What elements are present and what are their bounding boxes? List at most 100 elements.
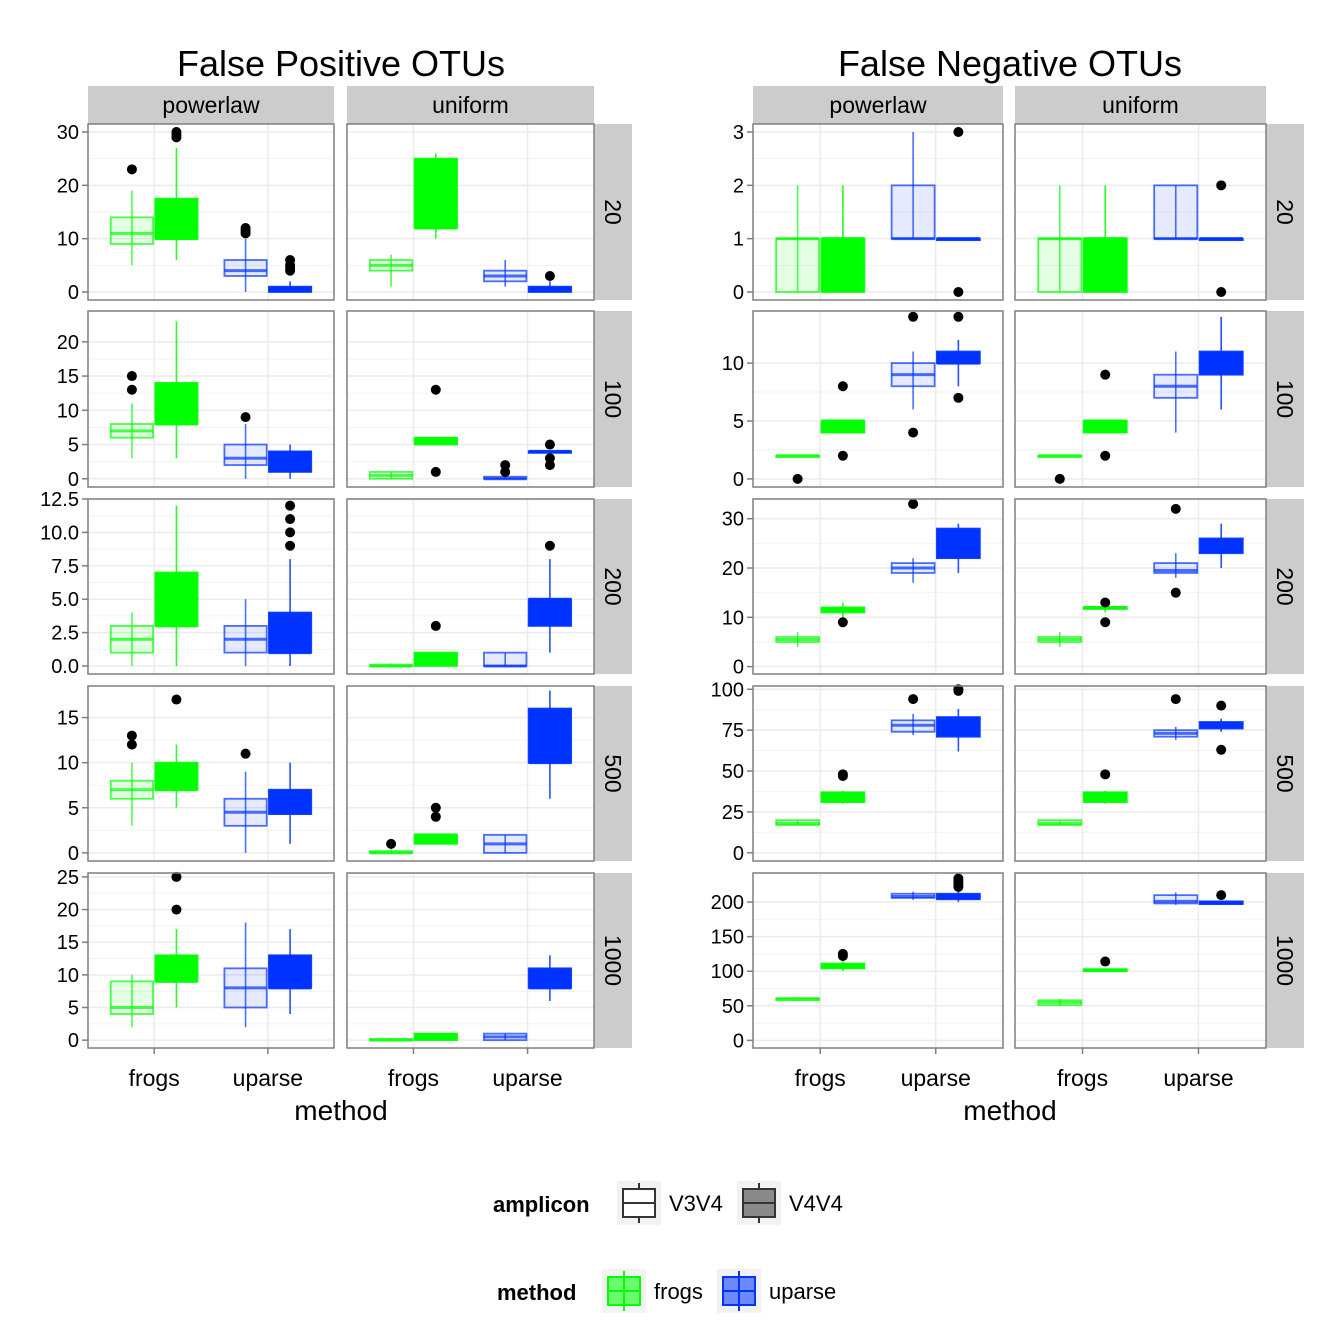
outlier-point — [126, 371, 137, 382]
outlier-point — [171, 694, 182, 705]
box-body — [413, 157, 458, 229]
box-body — [935, 716, 981, 738]
box-body — [268, 954, 313, 989]
box-body — [154, 761, 199, 791]
outlier-point — [430, 811, 441, 822]
panel-border — [87, 123, 335, 301]
x-tick-label: uparse — [1163, 1065, 1233, 1091]
outlier-point — [285, 527, 296, 538]
outlier-point — [1100, 597, 1111, 608]
legend-label-frogs: frogs — [654, 1279, 703, 1304]
y-tick-label: 12.5 — [40, 489, 79, 511]
y-tick-label: 0 — [733, 469, 744, 491]
outlier-point — [1170, 694, 1181, 705]
y-tick-label: 1 — [733, 229, 744, 251]
outlier-point — [285, 540, 296, 551]
outlier-point — [240, 223, 251, 233]
outlier-point — [908, 311, 919, 322]
x-tick-label: frogs — [129, 1065, 180, 1091]
x-tick-label: frogs — [795, 1065, 846, 1091]
outlier-point — [544, 271, 555, 281]
outlier-point — [908, 694, 919, 705]
facet-strip-row — [1266, 124, 1304, 300]
y-tick-label: 0 — [733, 657, 744, 679]
y-tick-label: 30 — [57, 122, 79, 144]
outlier-point — [953, 311, 964, 322]
y-tick-label: 5 — [68, 798, 79, 820]
outlier-point — [240, 412, 251, 423]
facet-strip-row-label: 500 — [600, 754, 626, 792]
facet-strip-row-label: 100 — [600, 380, 626, 418]
outlier-point — [837, 948, 848, 959]
outlier-point — [837, 769, 848, 780]
outlier-point — [1216, 700, 1227, 711]
outlier-point — [285, 255, 296, 265]
outlier-point — [285, 514, 296, 525]
facet-strip-row-label: 200 — [600, 567, 626, 605]
box-body — [268, 450, 313, 473]
outlier-point — [544, 453, 555, 464]
outlier-point — [126, 730, 137, 741]
outlier-point — [953, 392, 964, 403]
y-tick-label: 15 — [57, 932, 79, 954]
facet-strip-row-label: 500 — [1272, 754, 1298, 792]
box-body — [1037, 237, 1083, 293]
facet-strip-col — [753, 86, 1003, 124]
y-tick-label: 0 — [733, 282, 744, 304]
panel-border — [1014, 310, 1267, 488]
outlier-point — [544, 460, 555, 471]
outlier-point — [908, 498, 919, 509]
panel-background — [753, 499, 1003, 674]
outlier-point — [544, 540, 555, 551]
box-body — [820, 237, 866, 293]
facet-strip-row — [594, 499, 632, 674]
legend-method: method frogs uparse — [497, 1267, 836, 1315]
outlier-point — [386, 838, 397, 849]
box-body — [1198, 537, 1244, 555]
outlier-point — [1216, 890, 1227, 901]
box-body — [527, 598, 573, 627]
y-tick-label: 5 — [733, 411, 744, 433]
facet-strip-row-label: 20 — [1272, 199, 1298, 225]
box-body — [1082, 420, 1128, 434]
facet-strip-col-label: uniform — [1102, 92, 1179, 118]
facet-strip-row-label: 200 — [1272, 567, 1298, 605]
panel-background — [347, 873, 594, 1048]
box-body — [935, 350, 981, 365]
outlier-point — [430, 620, 441, 631]
box-body — [109, 980, 154, 1015]
panel-border — [752, 685, 1004, 862]
y-tick-label: 0 — [68, 469, 79, 491]
panel-border — [346, 310, 595, 488]
box-body — [527, 967, 573, 989]
y-tick-label: 100 — [711, 679, 744, 701]
outlier-point — [430, 466, 441, 477]
outlier-point — [1100, 956, 1111, 967]
box-body — [154, 954, 199, 983]
y-tick-label: 7.5 — [51, 556, 79, 578]
y-tick-label: 5.0 — [51, 589, 79, 611]
outlier-point — [1170, 503, 1181, 514]
panel-background — [753, 311, 1003, 487]
panel-background — [1015, 499, 1266, 674]
y-tick-label: 10 — [57, 753, 79, 775]
outlier-point — [953, 873, 964, 884]
y-tick-label: 20 — [57, 175, 79, 197]
x-tick-label: uparse — [492, 1065, 562, 1091]
panel-group-1: False Negative OTUs method powerlaw uniform… — [711, 43, 1304, 1126]
y-tick-label: 0 — [733, 1030, 744, 1052]
box-body — [268, 611, 313, 654]
y-tick-label: 15 — [57, 708, 79, 730]
panel-title: False Negative OTUs — [838, 43, 1182, 84]
outlier-point — [953, 287, 964, 297]
outlier-point — [171, 127, 182, 137]
panel-title: False Positive OTUs — [177, 43, 505, 84]
y-tick-label: 100 — [711, 961, 744, 983]
outlier-point — [908, 427, 919, 438]
y-tick-label: 0 — [68, 1030, 79, 1052]
panel-border — [346, 685, 595, 862]
y-tick-label: 75 — [722, 720, 744, 742]
box-body — [890, 184, 936, 240]
facet-strip-col-label: uniform — [432, 92, 509, 118]
box-body — [223, 259, 268, 277]
